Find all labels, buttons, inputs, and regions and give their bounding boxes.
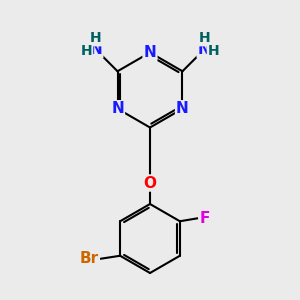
Text: N: N (111, 101, 124, 116)
Text: N: N (89, 42, 102, 57)
Text: H: H (80, 44, 92, 58)
Text: H: H (208, 44, 220, 58)
Text: N: N (198, 42, 211, 57)
Text: N: N (176, 101, 189, 116)
Text: Br: Br (80, 251, 99, 266)
Text: F: F (199, 211, 210, 226)
Text: H: H (90, 31, 102, 45)
Text: N: N (144, 45, 156, 60)
Text: H: H (198, 31, 210, 45)
Text: O: O (143, 176, 157, 190)
